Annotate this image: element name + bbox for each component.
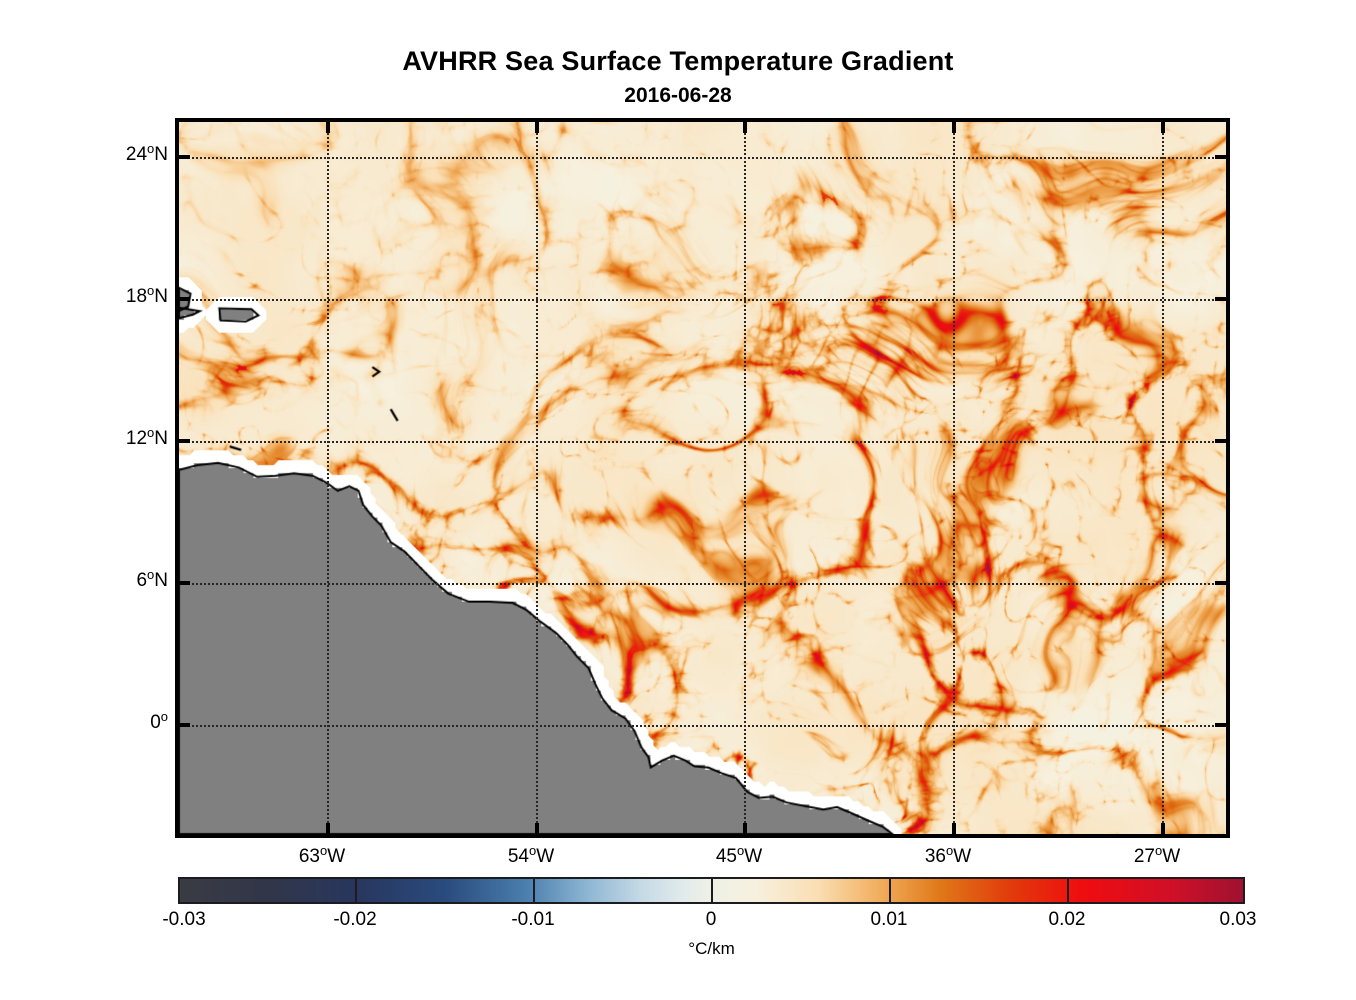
map-plot-area[interactable] xyxy=(175,118,1230,838)
axis-label-lon-63w-value: 63 xyxy=(298,846,320,867)
axis-label-lat-12n: 12oN xyxy=(126,425,168,450)
tick-top-lon-63w xyxy=(326,122,330,133)
axis-label-lon-63w-suffix: W xyxy=(327,846,346,867)
colorbar-tick-3 xyxy=(889,877,891,904)
degree-symbol: o xyxy=(147,283,155,298)
degree-symbol: o xyxy=(147,567,155,582)
tick-right-lat-6n xyxy=(1215,581,1226,585)
degree-symbol: o xyxy=(147,425,155,440)
axis-label-lat-18n-value: 18 xyxy=(125,286,148,307)
colorbar-unit-label: °C/km xyxy=(688,939,735,958)
axis-label-lon-63w: 63oW xyxy=(299,843,345,868)
tick-lat-12n xyxy=(179,439,190,443)
colorbar-tick-4 xyxy=(1067,877,1069,904)
tick-lat-24n xyxy=(179,155,190,159)
colorbar-tick-1 xyxy=(533,877,535,904)
axis-label-lat-24n-value: 24 xyxy=(125,144,148,165)
axis-label-lat-18n-suffix: N xyxy=(154,286,168,307)
tick-right-lat-24n xyxy=(1215,155,1226,159)
tick-top-lon-54w xyxy=(535,122,539,133)
colorbar-label-p002: 0.02 xyxy=(1048,909,1086,930)
axis-label-lon-54w: 54oW xyxy=(508,843,554,868)
axis-label-lat-6n: 6oN xyxy=(136,567,168,592)
tick-right-lat-12n xyxy=(1215,439,1226,443)
axis-label-lon-36w-suffix: W xyxy=(953,846,972,867)
degree-symbol: o xyxy=(160,709,168,724)
axis-label-lon-36w: 36oW xyxy=(925,843,971,868)
degree-symbol: o xyxy=(147,141,155,156)
tick-right-lat-0 xyxy=(1215,723,1226,727)
axis-label-lon-54w-value: 54 xyxy=(507,846,529,867)
axis-label-lon-27w: 27oW xyxy=(1134,843,1180,868)
colorbar-label-p001: 0.01 xyxy=(870,909,908,930)
axis-label-lon-27w-suffix: W xyxy=(1162,846,1181,867)
axis-label-lon-54w-suffix: W xyxy=(536,846,555,867)
axis-label-lat-24n-suffix: N xyxy=(154,144,168,165)
colorbar-label-n001: -0.01 xyxy=(511,909,555,930)
tick-right-lat-18n xyxy=(1215,297,1226,301)
colorbar-label-zero: 0 xyxy=(705,909,717,930)
colorbar-label-min: -0.03 xyxy=(162,909,206,930)
axis-label-lat-6n-value: 6 xyxy=(136,570,148,591)
tick-lon-27w xyxy=(1161,823,1165,834)
tick-top-lon-45w xyxy=(743,122,747,133)
axis-label-lat-0-value: 0 xyxy=(150,712,161,733)
colorbar[interactable]: -0.03 -0.02 -0.01 0 0.01 0.02 0.03 °C/km xyxy=(162,877,1256,958)
axis-label-lon-45w-value: 45 xyxy=(715,846,737,867)
tick-lon-54w xyxy=(535,823,539,834)
page-title: AVHRR Sea Surface Temperature Gradient xyxy=(402,46,954,76)
degree-symbol: o xyxy=(945,843,954,858)
degree-symbol: o xyxy=(528,843,537,858)
tick-lon-36w xyxy=(952,823,956,834)
title-block: AVHRR Sea Surface Temperature Gradient 2… xyxy=(0,44,1356,110)
degree-symbol: o xyxy=(1154,843,1163,858)
degree-symbol: o xyxy=(736,843,745,858)
axis-label-lat-12n-value: 12 xyxy=(125,428,148,449)
colorbar-label-n002: -0.02 xyxy=(333,909,377,930)
degree-symbol: o xyxy=(319,843,328,858)
axis-label-lon-36w-value: 36 xyxy=(924,846,946,867)
tick-lon-63w xyxy=(326,823,330,834)
tick-lat-6n xyxy=(179,581,190,585)
tick-top-lon-36w xyxy=(952,122,956,133)
tick-top-lon-27w xyxy=(1161,122,1165,133)
colorbar-label-max: 0.03 xyxy=(1219,909,1257,930)
sst-gradient-heatmap xyxy=(179,122,1226,834)
axis-label-lat-24n: 24oN xyxy=(126,141,168,166)
colorbar-tick-2 xyxy=(711,877,713,904)
tick-lat-0 xyxy=(179,723,190,727)
axis-label-lon-27w-value: 27 xyxy=(1133,846,1155,867)
axis-label-lat-6n-suffix: N xyxy=(154,570,168,591)
axis-label-lat-18n: 18oN xyxy=(126,283,168,308)
axis-label-lat-0: 0o xyxy=(150,709,168,734)
tick-lon-45w xyxy=(743,823,747,834)
tick-lat-18n xyxy=(179,297,190,301)
axis-label-lon-45w: 45oW xyxy=(716,843,762,868)
colorbar-tick-0 xyxy=(355,877,357,904)
date-subtitle: 2016-06-28 xyxy=(624,84,732,107)
axis-label-lon-45w-suffix: W xyxy=(744,846,763,867)
axis-label-lat-12n-suffix: N xyxy=(154,428,168,449)
